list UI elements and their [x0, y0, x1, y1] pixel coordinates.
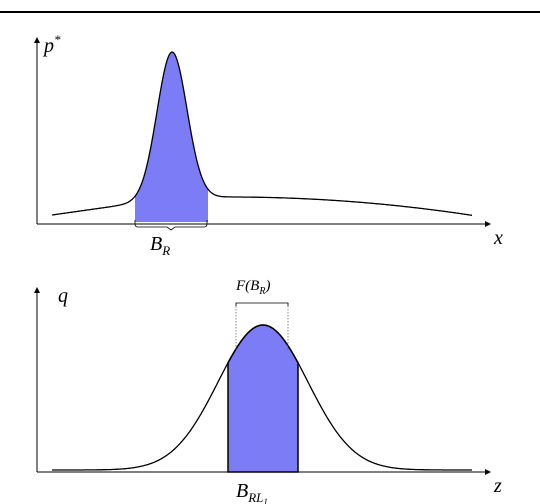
y-label: q: [58, 285, 68, 307]
region-base: B: [150, 233, 162, 255]
region-label: BRL1: [236, 480, 268, 504]
region-subsub: 1: [263, 497, 268, 504]
density-curve: [51, 51, 473, 216]
mapped-tail: ): [264, 278, 270, 294]
mapped-base: F(B: [235, 278, 259, 294]
region-sub: R: [161, 243, 170, 258]
region-label: BR: [150, 233, 170, 258]
brace: [134, 220, 208, 231]
region-base: B: [236, 480, 248, 502]
y-label: p*: [42, 32, 61, 57]
bracket: [235, 302, 289, 306]
region-fill: [135, 52, 208, 222]
region-fill: [227, 324, 299, 473]
x-label: x: [493, 227, 503, 249]
y-label-sup: *: [54, 32, 61, 47]
x-label: z: [493, 475, 502, 497]
mapped-label: F(BR): [235, 278, 270, 297]
region-sub: RL: [247, 490, 263, 504]
mapped-sub: R: [258, 286, 265, 297]
y-label-base: p: [42, 35, 54, 57]
density-curve: [52, 324, 472, 471]
